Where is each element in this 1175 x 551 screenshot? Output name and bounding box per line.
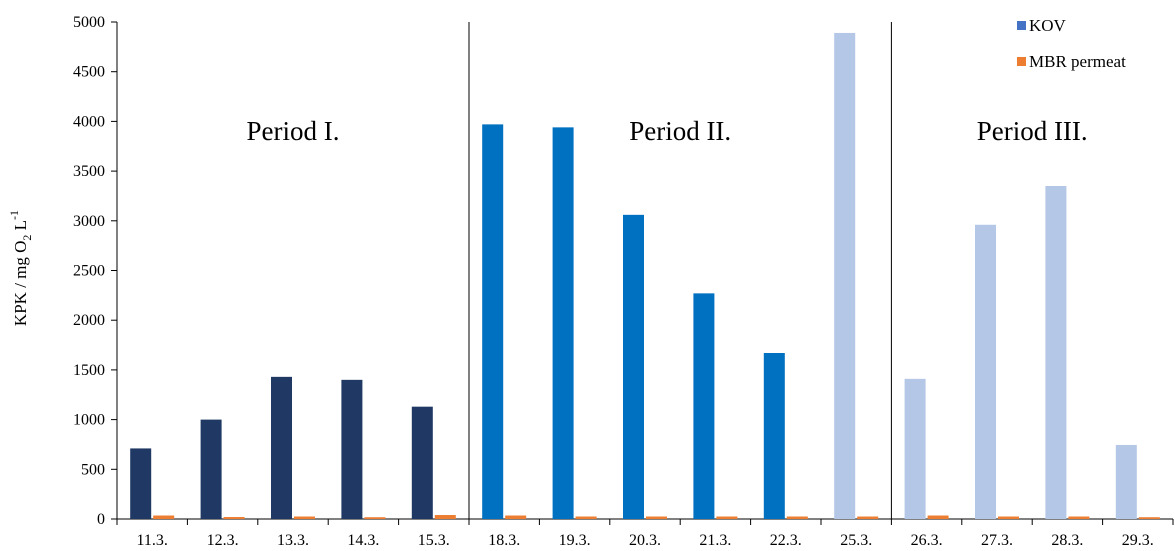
bar-kov (904, 378, 926, 519)
x-tick-label: 14.3. (347, 532, 379, 549)
bar-mbr-permeat (998, 516, 1019, 519)
legend-label-mbr-permeat: MBR permeat (1029, 52, 1126, 71)
bar-kov (623, 214, 644, 519)
x-tick-label: 11.3. (136, 532, 167, 549)
y-axis-label: KPK / mg O2 L-1 (7, 210, 34, 326)
legend: KOV MBR permeat (1017, 16, 1126, 71)
legend-swatch-kov (1017, 21, 1026, 30)
y-tick-label: 1500 (73, 362, 105, 379)
bar-mbr-permeat (153, 515, 175, 519)
period-dividers (468, 22, 892, 519)
x-tick-label: 22.3. (770, 532, 802, 549)
y-tick-label: 0 (97, 511, 105, 528)
y-axis-label-unit: L (11, 220, 30, 235)
bar-kov (693, 293, 715, 519)
bar-mbr-permeat (223, 517, 245, 519)
x-tick-label: 21.3. (699, 532, 731, 549)
bar-kov (1115, 444, 1137, 519)
bar-kov (552, 127, 574, 519)
x-tick-label: 15.3. (418, 532, 450, 549)
y-axis-label-superscript: -1 (7, 210, 21, 220)
y-axis-label-subscript: 2 (20, 235, 34, 241)
x-tick-label: 25.3. (840, 532, 872, 549)
bar-mbr-permeat (364, 517, 386, 519)
bar-mbr-permeat (434, 515, 456, 519)
y-tick-label: 2000 (73, 312, 105, 329)
bar-kov (200, 419, 222, 519)
x-tick-label: 18.3. (488, 532, 520, 549)
x-axis: 11.3. 12.3. 13.3. 14.3. 15.3. 18.3. 19.3. 20.3.… (116, 518, 1174, 549)
y-tick-label: 4000 (73, 113, 105, 130)
bar-mbr-permeat (786, 516, 808, 519)
bar-kov (482, 124, 504, 519)
x-tick-label: 20.3. (629, 532, 661, 549)
period-label: Period I. (247, 116, 340, 146)
x-tick-label: 12.3. (207, 532, 239, 549)
bar-mbr-permeat (716, 516, 738, 519)
period-label: Period II. (629, 116, 731, 146)
period-labels: Period I. Period II. Period III. (247, 116, 1088, 146)
bar-kov (130, 448, 152, 519)
x-tick-label: 28.3. (1051, 532, 1083, 549)
bar-mbr-permeat (294, 516, 315, 519)
bar-kov (763, 353, 785, 519)
bar-kov (834, 32, 856, 520)
x-tick-label: 26.3. (911, 532, 943, 549)
y-tick-label: 2500 (73, 263, 105, 280)
bar-kov (1045, 186, 1067, 519)
bar-kov (271, 376, 292, 519)
y-axis: 0 500 1000 1500 2000 2500 3000 3500 4000 4500 5000 (73, 14, 118, 528)
x-tick-label: 29.3. (1122, 532, 1154, 549)
bar-mbr-permeat (857, 516, 879, 519)
bar-mbr-permeat (1068, 516, 1090, 519)
bar-mbr-permeat (1138, 517, 1160, 519)
y-tick-label: 5000 (73, 14, 105, 31)
bar-kov (411, 406, 433, 519)
y-tick-label: 500 (81, 461, 105, 478)
x-tick-label: 19.3. (559, 532, 591, 549)
bar-kov (975, 224, 996, 519)
legend-label-kov: KOV (1029, 16, 1067, 35)
bars (130, 32, 1160, 520)
y-tick-label: 4500 (73, 64, 105, 81)
y-tick-label: 1000 (73, 412, 105, 429)
bar-kov (341, 379, 363, 519)
bar-mbr-permeat (505, 515, 527, 519)
bar-mbr-permeat (927, 515, 949, 519)
bar-mbr-permeat (646, 516, 667, 519)
y-tick-label: 3000 (73, 213, 105, 230)
y-axis-label-main: KPK / mg O (11, 241, 30, 326)
period-label: Period III. (977, 116, 1088, 146)
y-tick-label: 3500 (73, 163, 105, 180)
x-tick-label: 27.3. (981, 532, 1013, 549)
bar-mbr-permeat (575, 516, 597, 519)
x-tick-label: 13.3. (277, 532, 309, 549)
legend-swatch-mbr-permeat (1017, 57, 1026, 66)
